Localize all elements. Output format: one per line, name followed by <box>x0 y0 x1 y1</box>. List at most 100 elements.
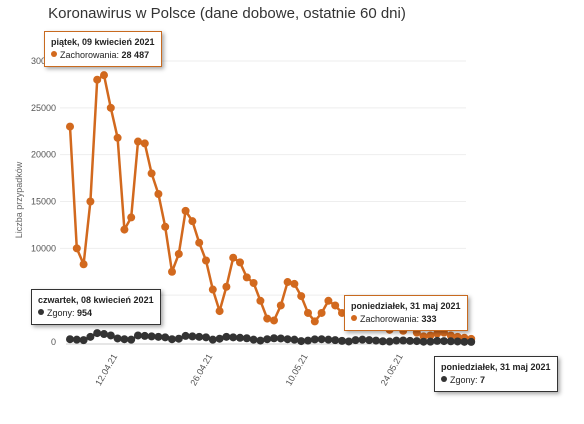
data-point[interactable] <box>283 278 292 287</box>
data-point[interactable] <box>433 329 442 338</box>
data-point[interactable] <box>440 337 448 346</box>
data-point[interactable] <box>106 103 115 112</box>
data-point[interactable] <box>276 334 285 343</box>
data-point[interactable] <box>147 169 156 178</box>
data-point[interactable] <box>378 337 387 346</box>
data-point[interactable] <box>344 337 353 346</box>
data-point[interactable] <box>222 282 231 291</box>
data-point[interactable] <box>290 335 299 344</box>
data-point[interactable] <box>106 331 115 340</box>
data-point[interactable] <box>270 316 278 325</box>
data-point[interactable] <box>331 301 340 310</box>
data-point[interactable] <box>134 137 142 146</box>
data-point[interactable] <box>215 307 224 316</box>
data-point[interactable] <box>297 292 306 301</box>
data-point[interactable] <box>331 336 340 345</box>
data-point[interactable] <box>161 222 170 231</box>
data-point[interactable] <box>100 71 108 80</box>
data-point[interactable] <box>134 331 142 340</box>
data-point[interactable] <box>113 334 122 343</box>
data-point[interactable] <box>412 337 421 346</box>
data-point[interactable] <box>419 337 428 346</box>
data-point[interactable] <box>154 190 163 199</box>
data-point[interactable] <box>100 330 108 339</box>
data-point[interactable] <box>385 337 394 346</box>
data-point[interactable] <box>86 332 95 341</box>
data-point[interactable] <box>208 285 217 294</box>
data-point[interactable] <box>242 334 251 343</box>
data-point[interactable] <box>358 335 367 344</box>
data-point[interactable] <box>263 335 272 344</box>
data-point[interactable] <box>249 278 258 287</box>
data-point[interactable] <box>140 331 149 340</box>
data-point[interactable] <box>127 335 136 344</box>
data-point[interactable] <box>86 197 95 206</box>
data-point[interactable] <box>263 314 272 323</box>
data-point[interactable] <box>168 267 176 276</box>
data-point[interactable] <box>446 337 455 346</box>
data-point[interactable] <box>72 244 81 253</box>
data-point[interactable] <box>229 253 238 262</box>
data-point[interactable] <box>460 337 469 346</box>
data-point[interactable] <box>195 238 204 247</box>
data-point[interactable] <box>406 336 414 345</box>
data-point[interactable] <box>120 225 129 234</box>
data-point[interactable] <box>181 331 190 340</box>
data-point[interactable] <box>399 336 408 345</box>
data-point[interactable] <box>426 331 435 340</box>
data-point[interactable] <box>242 273 251 282</box>
data-point[interactable] <box>372 336 380 345</box>
data-point[interactable] <box>290 279 299 288</box>
data-point[interactable] <box>120 335 129 344</box>
data-point[interactable] <box>276 301 285 310</box>
data-point[interactable] <box>446 331 455 340</box>
data-point[interactable] <box>127 213 136 222</box>
data-point[interactable] <box>256 336 265 345</box>
data-point[interactable] <box>181 206 190 215</box>
data-point[interactable] <box>140 139 149 148</box>
data-point[interactable] <box>188 217 197 226</box>
data-point[interactable] <box>168 335 176 344</box>
data-point[interactable] <box>351 336 360 345</box>
data-point[interactable] <box>338 336 346 345</box>
data-point[interactable] <box>249 335 258 344</box>
data-point[interactable] <box>202 333 210 342</box>
data-point[interactable] <box>195 332 204 341</box>
data-point[interactable] <box>229 333 238 342</box>
data-point[interactable] <box>174 334 183 343</box>
data-point[interactable] <box>147 332 156 341</box>
data-point[interactable] <box>453 337 462 346</box>
data-point[interactable] <box>317 335 326 344</box>
data-point[interactable] <box>79 260 88 269</box>
data-point[interactable] <box>66 122 74 131</box>
data-point[interactable] <box>392 336 401 345</box>
data-point[interactable] <box>426 337 435 346</box>
data-point[interactable] <box>93 75 102 84</box>
data-point[interactable] <box>324 335 333 344</box>
data-point[interactable] <box>467 337 476 346</box>
data-point[interactable] <box>310 317 319 326</box>
data-point[interactable] <box>297 337 306 346</box>
data-point[interactable] <box>270 334 278 343</box>
data-point[interactable] <box>174 249 183 258</box>
data-point[interactable] <box>324 296 333 305</box>
data-point[interactable] <box>215 334 224 343</box>
data-point[interactable] <box>236 258 244 267</box>
data-point[interactable] <box>113 133 122 142</box>
data-point[interactable] <box>256 296 265 305</box>
data-point[interactable] <box>283 335 292 344</box>
data-point[interactable] <box>365 336 374 345</box>
data-point[interactable] <box>202 256 210 265</box>
data-point[interactable] <box>222 332 231 341</box>
data-point[interactable] <box>310 335 319 344</box>
data-point[interactable] <box>161 333 170 342</box>
data-point[interactable] <box>433 336 442 345</box>
data-point[interactable] <box>188 332 197 341</box>
data-point[interactable] <box>317 308 326 317</box>
data-point[interactable] <box>79 336 88 345</box>
data-point[interactable] <box>236 333 244 342</box>
data-point[interactable] <box>72 335 81 344</box>
data-point[interactable] <box>154 332 163 341</box>
data-point[interactable] <box>304 336 312 345</box>
data-point[interactable] <box>208 335 217 344</box>
